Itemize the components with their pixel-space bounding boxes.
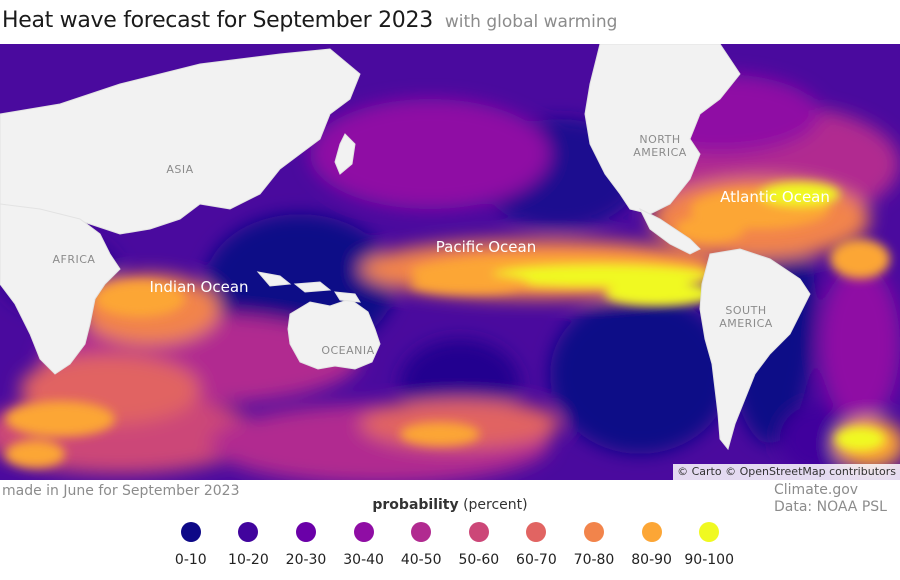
legend-item: 20-30 (276, 522, 336, 576)
legend-item: 40-50 (391, 522, 451, 576)
legend-item: 0-10 (161, 522, 221, 576)
label-north-america: NORTH AMERICA (633, 133, 687, 159)
label-indian-ocean: Indian Ocean (149, 278, 248, 296)
legend-swatch (642, 522, 662, 542)
legend-swatch (699, 522, 719, 542)
legend-swatch (354, 522, 374, 542)
label-asia: ASIA (166, 163, 193, 176)
legend-item: 30-40 (334, 522, 394, 576)
legend-title-main: probability (372, 497, 458, 513)
legend-item: 90-100 (679, 522, 739, 576)
legend-swatch (181, 522, 201, 542)
legend-item: 50-60 (449, 522, 509, 576)
legend-swatch (296, 522, 316, 542)
label-oceania: OCEANIA (321, 344, 374, 357)
label-africa: AFRICA (53, 253, 96, 266)
legend-title: probability (percent) (0, 497, 900, 513)
legend-swatch (469, 522, 489, 542)
legend-item: 80-90 (622, 522, 682, 576)
legend-label: 0-10 (161, 552, 221, 568)
legend-item: 70-80 (564, 522, 624, 576)
label-pacific-ocean: Pacific Ocean (436, 238, 536, 256)
legend: 0-10 10-20 20-30 30-40 40-50 50-60 60-70 70-80 8… (162, 522, 738, 576)
legend-title-unit: (percent) (463, 497, 528, 513)
legend-swatch (411, 522, 431, 542)
legend-label: 20-30 (276, 552, 336, 568)
map-attribution[interactable]: © Carto © OpenStreetMap contributors (673, 464, 900, 480)
legend-item: 60-70 (506, 522, 566, 576)
legend-label: 50-60 (449, 552, 509, 568)
title-row: Heat wave forecast for September 2023 wi… (2, 8, 617, 44)
legend-label: 80-90 (622, 552, 682, 568)
legend-label: 40-50 (391, 552, 451, 568)
map-area[interactable]: ASIA AFRICA NORTH AMERICA SOUTH AMERICA OC… (0, 44, 900, 480)
legend-label: 90-100 (679, 552, 739, 568)
legend-label: 60-70 (506, 552, 566, 568)
legend-swatch (238, 522, 258, 542)
legend-swatch (526, 522, 546, 542)
label-south-america: SOUTH AMERICA (719, 304, 773, 330)
label-atlantic-ocean: Atlantic Ocean (720, 188, 830, 206)
legend-label: 70-80 (564, 552, 624, 568)
map-subtitle: with global warming (445, 12, 618, 32)
map-title: Heat wave forecast for September 2023 (2, 8, 433, 33)
heat-wave-map[interactable]: ASIA AFRICA NORTH AMERICA SOUTH AMERICA OC… (0, 44, 900, 480)
legend-swatch (584, 522, 604, 542)
legend-item: 10-20 (218, 522, 278, 576)
legend-label: 10-20 (218, 552, 278, 568)
legend-label: 30-40 (334, 552, 394, 568)
